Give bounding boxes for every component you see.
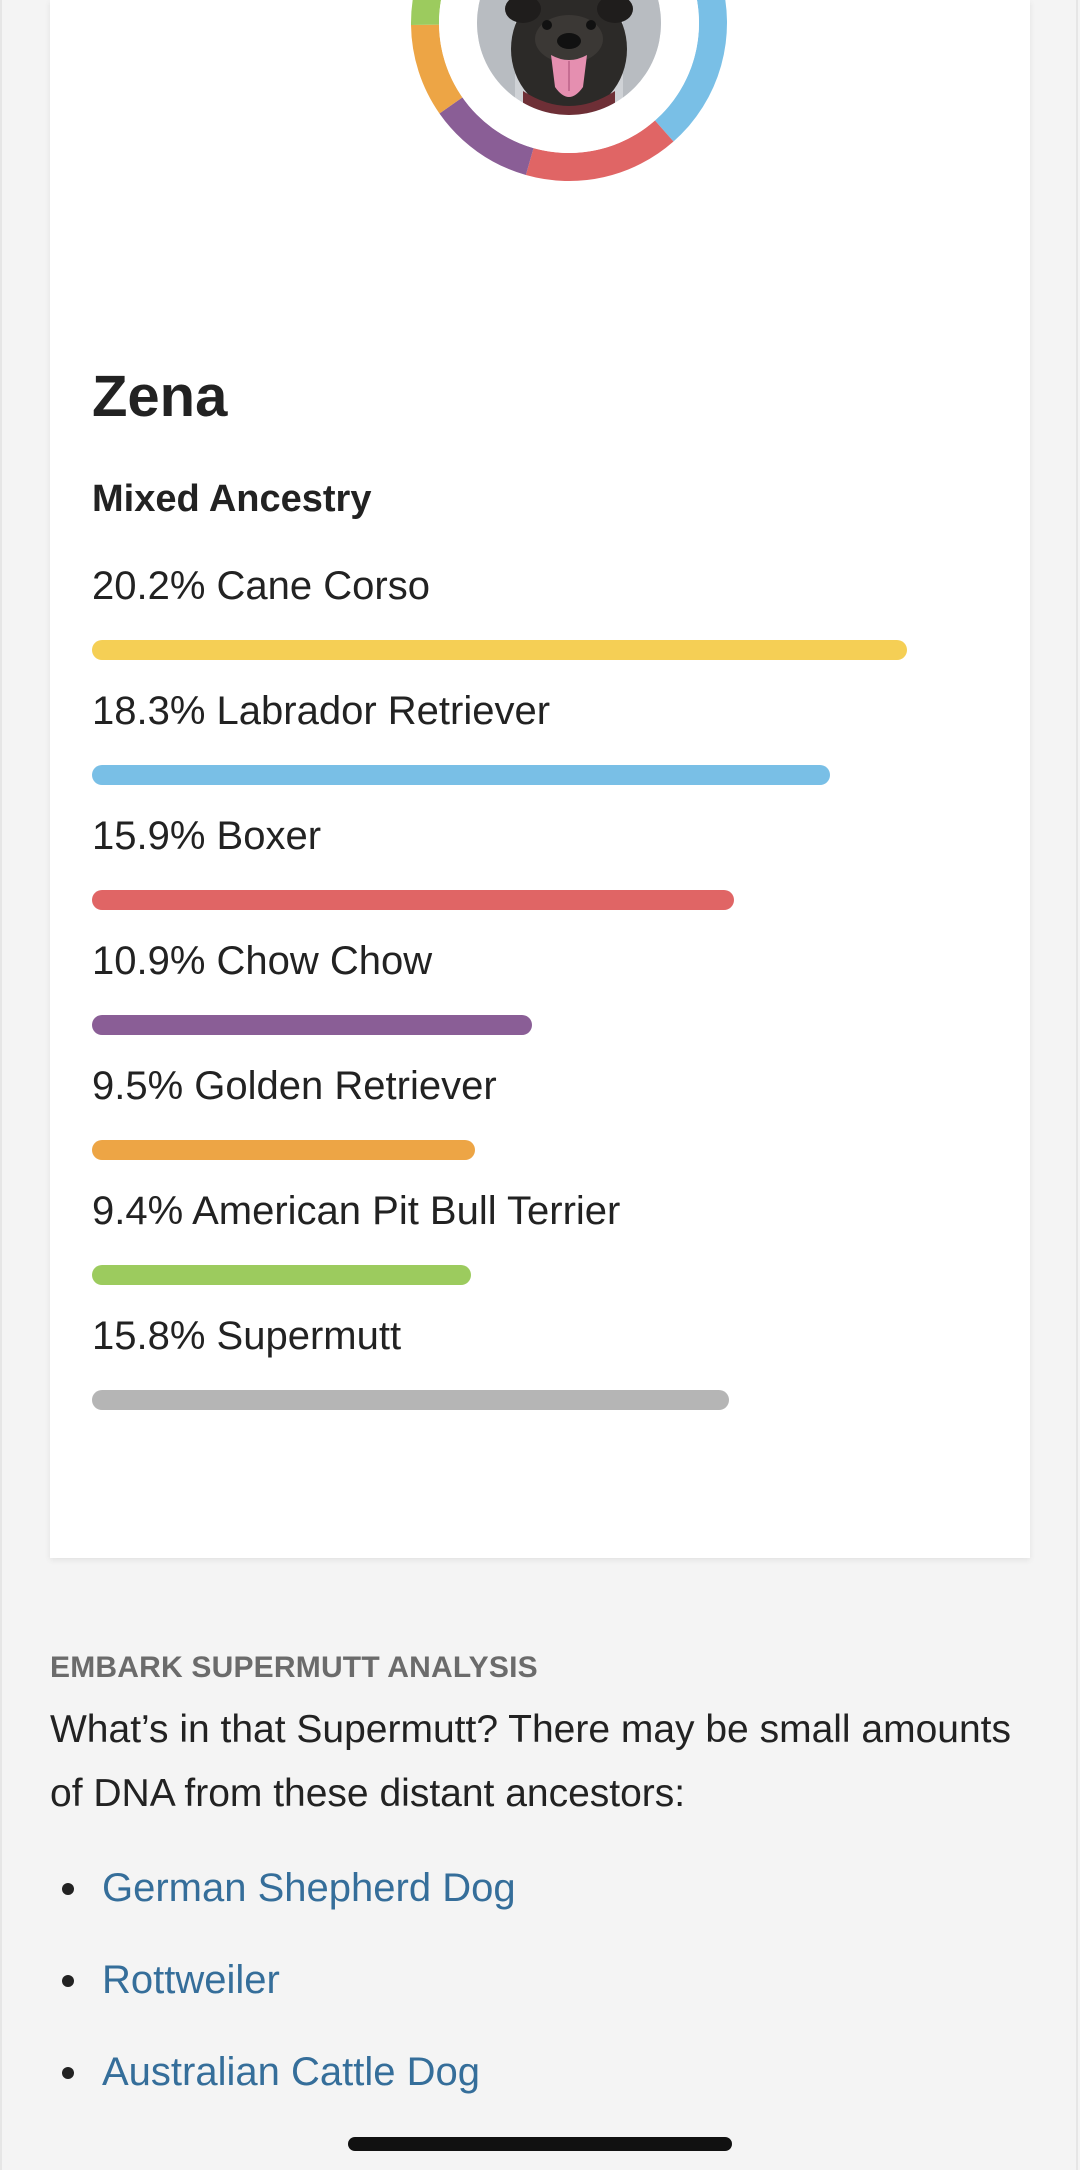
breed-row[interactable]: 18.3% Labrador Retriever [92,683,972,808]
breed-row[interactable]: 15.8% Supermutt [92,1308,972,1433]
breed-label[interactable]: 9.4% American Pit Bull Terrier [92,1189,621,1233]
supermutt-description: What’s in that Supermutt? There may be s… [50,1708,1012,1815]
ancestry-donut-chart[interactable] [410,0,728,182]
breed-label[interactable]: 20.2% Cane Corso [92,564,430,608]
breed-label[interactable]: 15.9% Boxer [92,814,322,858]
ancestry-title: Mixed Ancestry [92,478,372,520]
breed-percentage-bar [92,890,734,910]
ancestor-link[interactable]: German Shepherd Dog [102,1866,516,1910]
ancestor-list-item: Australian Cattle Dog [50,2044,1030,2136]
donut-segment [411,24,463,114]
breed-label[interactable]: 15.8% Supermutt [92,1314,402,1358]
dog-name: Zena [92,364,228,429]
breed-label[interactable]: 18.3% Labrador Retriever [92,689,551,733]
breed-row[interactable]: 10.9% Chow Chow [92,933,972,1058]
breed-row[interactable]: 20.2% Cane Corso [92,558,972,683]
breed-percentage-bar [92,765,831,785]
dog-avatar[interactable] [477,0,661,115]
ancestor-link[interactable]: Rottweiler [102,1958,280,2002]
breed-label[interactable]: 10.9% Chow Chow [92,939,433,983]
ancestor-list: German Shepherd Dog Rottweiler Australian … [50,1860,1030,2136]
breed-label[interactable]: 9.5% Golden Retriever [92,1064,497,1108]
donut-segment [525,120,674,181]
donut-segment [411,0,442,25]
breed-percentage-bar [92,1390,730,1410]
breed-percentage-bar [92,640,907,660]
donut-segment [654,0,727,142]
supermutt-section: EMBARK SUPERMUTT ANALYSIS What’s in that… [50,1648,1030,2136]
bullet-dot-icon [62,2067,74,2079]
breed-row[interactable]: 9.4% American Pit Bull Terrier [92,1183,972,1308]
breed-row[interactable]: 15.9% Boxer [92,808,972,933]
breed-row[interactable]: 9.5% Golden Retriever [92,1058,972,1183]
supermutt-heading: EMBARK SUPERMUTT ANALYSIS [50,1651,538,1684]
ancestor-link[interactable]: Australian Cattle Dog [102,2050,480,2094]
ancestor-list-item: German Shepherd Dog [50,1860,1030,1952]
ancestry-card: Zena Mixed Ancestry 20.2% Cane Corso 18.3… [50,0,1030,1558]
donut-segment [439,97,534,176]
bullet-dot-icon [62,1883,74,1895]
breed-percentage-bar [92,1265,472,1285]
breed-percentage-bar [92,1015,532,1035]
home-indicator[interactable] [348,2137,732,2151]
bullet-dot-icon [62,1975,74,1987]
ancestor-list-item: Rottweiler [50,1952,1030,2044]
breed-percentage-bar [92,1140,476,1160]
dog-photo-avatar-icon [477,0,661,115]
breed-list: 20.2% Cane Corso 18.3% Labrador Retriever… [92,558,972,1433]
